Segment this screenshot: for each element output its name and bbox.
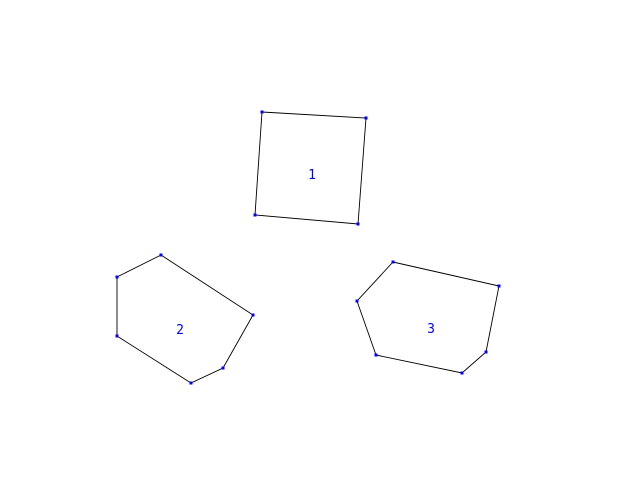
polygon-2-vertex[interactable]	[159, 253, 163, 257]
polygon-2-vertex[interactable]	[251, 313, 255, 317]
polygon-1-vertex[interactable]	[364, 116, 368, 120]
polygon-2-vertex[interactable]	[115, 275, 119, 279]
polygon-1-vertex[interactable]	[356, 222, 360, 226]
polygon-3[interactable]: 3	[355, 260, 501, 375]
polygon-3-label: 3	[427, 322, 435, 337]
polygon-3-vertex[interactable]	[460, 371, 464, 375]
polygon-2-outline	[116, 254, 254, 384]
polygon-2-vertex[interactable]	[115, 334, 119, 338]
polygon-3-vertex[interactable]	[391, 260, 395, 264]
polygon-2[interactable]: 2	[115, 253, 255, 385]
polygon-3-vertex[interactable]	[374, 353, 378, 357]
polygon-1-vertex[interactable]	[253, 213, 257, 217]
polygon-1[interactable]: 1	[253, 110, 368, 226]
polygon-2-vertex[interactable]	[221, 366, 225, 370]
polygon-2-vertex[interactable]	[189, 381, 193, 385]
polygon-1-vertex[interactable]	[260, 110, 264, 114]
polygon-3-outline	[356, 261, 500, 374]
polygon-1-label: 1	[308, 168, 316, 183]
polygon-2-label: 2	[176, 323, 184, 338]
polygon-3-vertex[interactable]	[355, 299, 359, 303]
polygon-3-vertex[interactable]	[497, 284, 501, 288]
polygon-3-vertex[interactable]	[484, 350, 488, 354]
